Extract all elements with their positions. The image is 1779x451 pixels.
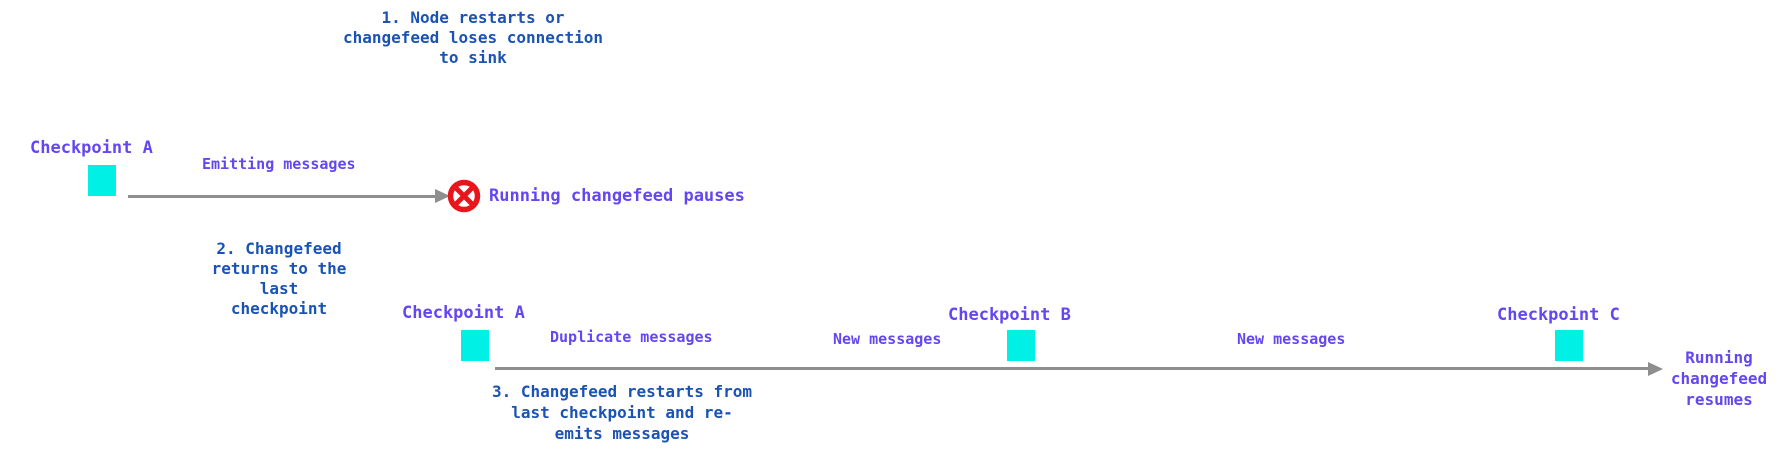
checkpoint-b-marker bbox=[1007, 330, 1035, 361]
checkpoint-a-marker-1 bbox=[88, 165, 116, 196]
emitting-messages-label: Emitting messages bbox=[202, 155, 356, 173]
note-return-last-checkpoint: 2. Changefeed returns to the last checkp… bbox=[211, 239, 347, 318]
checkpoint-a-label-1: Checkpoint A bbox=[30, 138, 153, 158]
new-messages-label-1: New messages bbox=[833, 330, 942, 348]
note-node-restart: 1. Node restarts or changefeed loses con… bbox=[342, 8, 604, 67]
running-changefeed-pauses-label: Running changefeed pauses bbox=[489, 186, 745, 206]
resume-timeline-line bbox=[495, 367, 1648, 370]
cancel-circle-icon bbox=[447, 179, 481, 213]
checkpoint-b-label: Checkpoint B bbox=[948, 305, 1071, 325]
checkpoint-a-marker-2 bbox=[461, 330, 489, 361]
resume-timeline-arrowhead-icon bbox=[1648, 361, 1663, 376]
note-restart-reemit: 3. Changefeed restarts from last checkpo… bbox=[491, 382, 753, 443]
pause-timeline-arrowhead-icon bbox=[435, 189, 450, 203]
new-messages-label-2: New messages bbox=[1237, 330, 1346, 348]
checkpoint-c-label: Checkpoint C bbox=[1497, 305, 1620, 325]
running-changefeed-resumes-label: Running changefeed resumes bbox=[1670, 348, 1768, 409]
duplicate-messages-label: Duplicate messages bbox=[550, 328, 713, 346]
checkpoint-c-marker bbox=[1555, 330, 1583, 361]
pause-timeline-line bbox=[128, 195, 436, 198]
checkpoint-a-label-2: Checkpoint A bbox=[402, 303, 525, 323]
